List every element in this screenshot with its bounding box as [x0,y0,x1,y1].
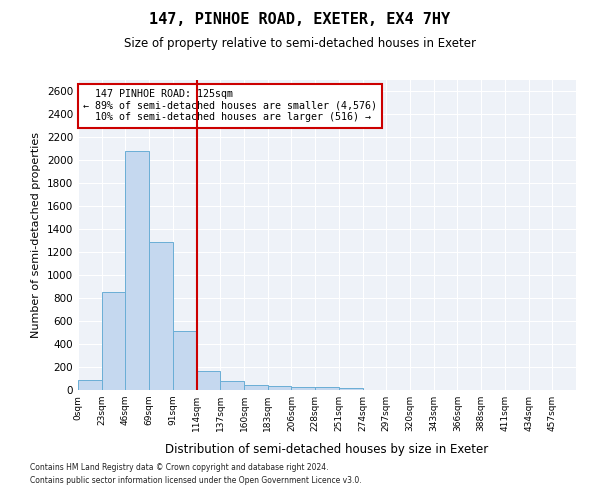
Text: Contains HM Land Registry data © Crown copyright and database right 2024.: Contains HM Land Registry data © Crown c… [30,464,329,472]
Bar [339,388,362,390]
Bar [220,381,244,390]
Bar [268,386,292,390]
Text: 147 PINHOE ROAD: 125sqm
← 89% of semi-detached houses are smaller (4,576)
  10% : 147 PINHOE ROAD: 125sqm ← 89% of semi-de… [83,90,377,122]
Bar [102,292,125,390]
Bar [244,385,268,390]
Bar [197,371,220,390]
Bar [292,387,315,390]
Text: Distribution of semi-detached houses by size in Exeter: Distribution of semi-detached houses by … [166,442,488,456]
Y-axis label: Number of semi-detached properties: Number of semi-detached properties [31,132,41,338]
Bar [173,332,197,390]
Bar [315,387,339,390]
Bar [149,242,173,390]
Text: Size of property relative to semi-detached houses in Exeter: Size of property relative to semi-detach… [124,38,476,51]
Bar [125,151,149,390]
Text: 147, PINHOE ROAD, EXETER, EX4 7HY: 147, PINHOE ROAD, EXETER, EX4 7HY [149,12,451,28]
Text: Contains public sector information licensed under the Open Government Licence v3: Contains public sector information licen… [30,476,362,485]
Bar [78,380,102,390]
